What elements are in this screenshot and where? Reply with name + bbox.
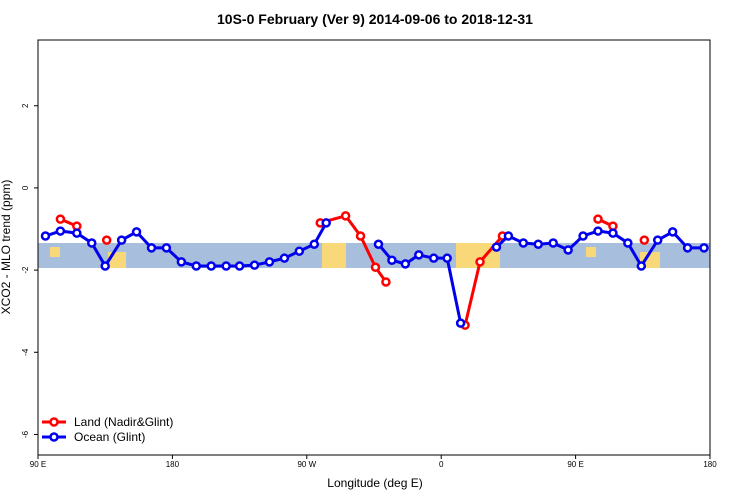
point bbox=[639, 235, 650, 245]
point bbox=[87, 238, 97, 248]
point bbox=[221, 261, 231, 271]
point bbox=[455, 318, 466, 328]
point bbox=[593, 226, 603, 236]
point bbox=[400, 259, 411, 269]
point bbox=[652, 235, 663, 245]
plot-frame bbox=[37, 39, 711, 456]
point bbox=[264, 257, 275, 267]
series-line bbox=[44, 222, 705, 324]
point bbox=[370, 262, 381, 272]
point bbox=[503, 231, 514, 241]
point bbox=[563, 245, 573, 255]
point bbox=[699, 243, 709, 253]
point bbox=[40, 231, 51, 241]
point bbox=[100, 261, 110, 271]
point bbox=[191, 261, 202, 271]
point bbox=[279, 253, 290, 263]
point bbox=[234, 261, 245, 271]
point bbox=[176, 257, 187, 267]
point bbox=[131, 227, 142, 237]
point bbox=[340, 211, 351, 221]
point bbox=[518, 238, 529, 248]
point bbox=[578, 231, 588, 241]
point bbox=[667, 227, 678, 237]
legend-label: Land (Nadir&Glint) bbox=[74, 415, 173, 429]
point bbox=[294, 246, 305, 256]
point bbox=[55, 214, 66, 224]
legend-marker bbox=[49, 417, 59, 427]
point bbox=[548, 238, 558, 248]
series-line bbox=[60, 216, 644, 325]
point bbox=[387, 255, 397, 265]
point bbox=[682, 243, 693, 253]
point bbox=[55, 226, 66, 236]
point bbox=[623, 238, 633, 248]
y-tick-label: 0 bbox=[21, 185, 30, 190]
x-tick-label: 0 bbox=[439, 460, 444, 469]
x-tick-label: 90 W bbox=[297, 460, 316, 469]
legend-marker bbox=[49, 432, 59, 442]
point bbox=[161, 243, 172, 253]
point bbox=[381, 277, 391, 287]
point bbox=[442, 253, 452, 263]
x-tick-label: 90 E bbox=[567, 460, 583, 469]
point bbox=[309, 239, 320, 249]
y-tick-label: 2 bbox=[21, 103, 30, 108]
x-tick-label: 90 E bbox=[30, 460, 46, 469]
point bbox=[428, 253, 439, 263]
x-tick-label: 180 bbox=[166, 460, 180, 469]
y-tick-label: -6 bbox=[21, 430, 30, 438]
point bbox=[146, 243, 157, 253]
point bbox=[414, 250, 424, 260]
y-tick-label: -2 bbox=[21, 266, 30, 274]
point bbox=[533, 239, 544, 249]
point bbox=[491, 242, 502, 252]
point bbox=[373, 239, 384, 249]
point bbox=[249, 260, 260, 270]
legend-label: Ocean (Glint) bbox=[74, 430, 145, 444]
y-axis-label: XCO2 - MLO trend (ppm) bbox=[0, 180, 13, 315]
point bbox=[475, 257, 485, 267]
chart-title: 10S-0 February (Ver 9) 2014-09-06 to 201… bbox=[217, 11, 533, 27]
point bbox=[116, 235, 127, 245]
y-tick-label: -4 bbox=[21, 348, 30, 356]
x-axis-label: Longitude (deg E) bbox=[327, 476, 422, 490]
point bbox=[101, 235, 112, 245]
point bbox=[593, 214, 603, 224]
x-tick-label: 180 bbox=[703, 460, 717, 469]
point bbox=[608, 228, 618, 238]
point bbox=[206, 261, 216, 271]
point bbox=[321, 218, 331, 228]
point bbox=[636, 261, 647, 271]
point bbox=[355, 231, 366, 241]
point bbox=[72, 228, 82, 238]
